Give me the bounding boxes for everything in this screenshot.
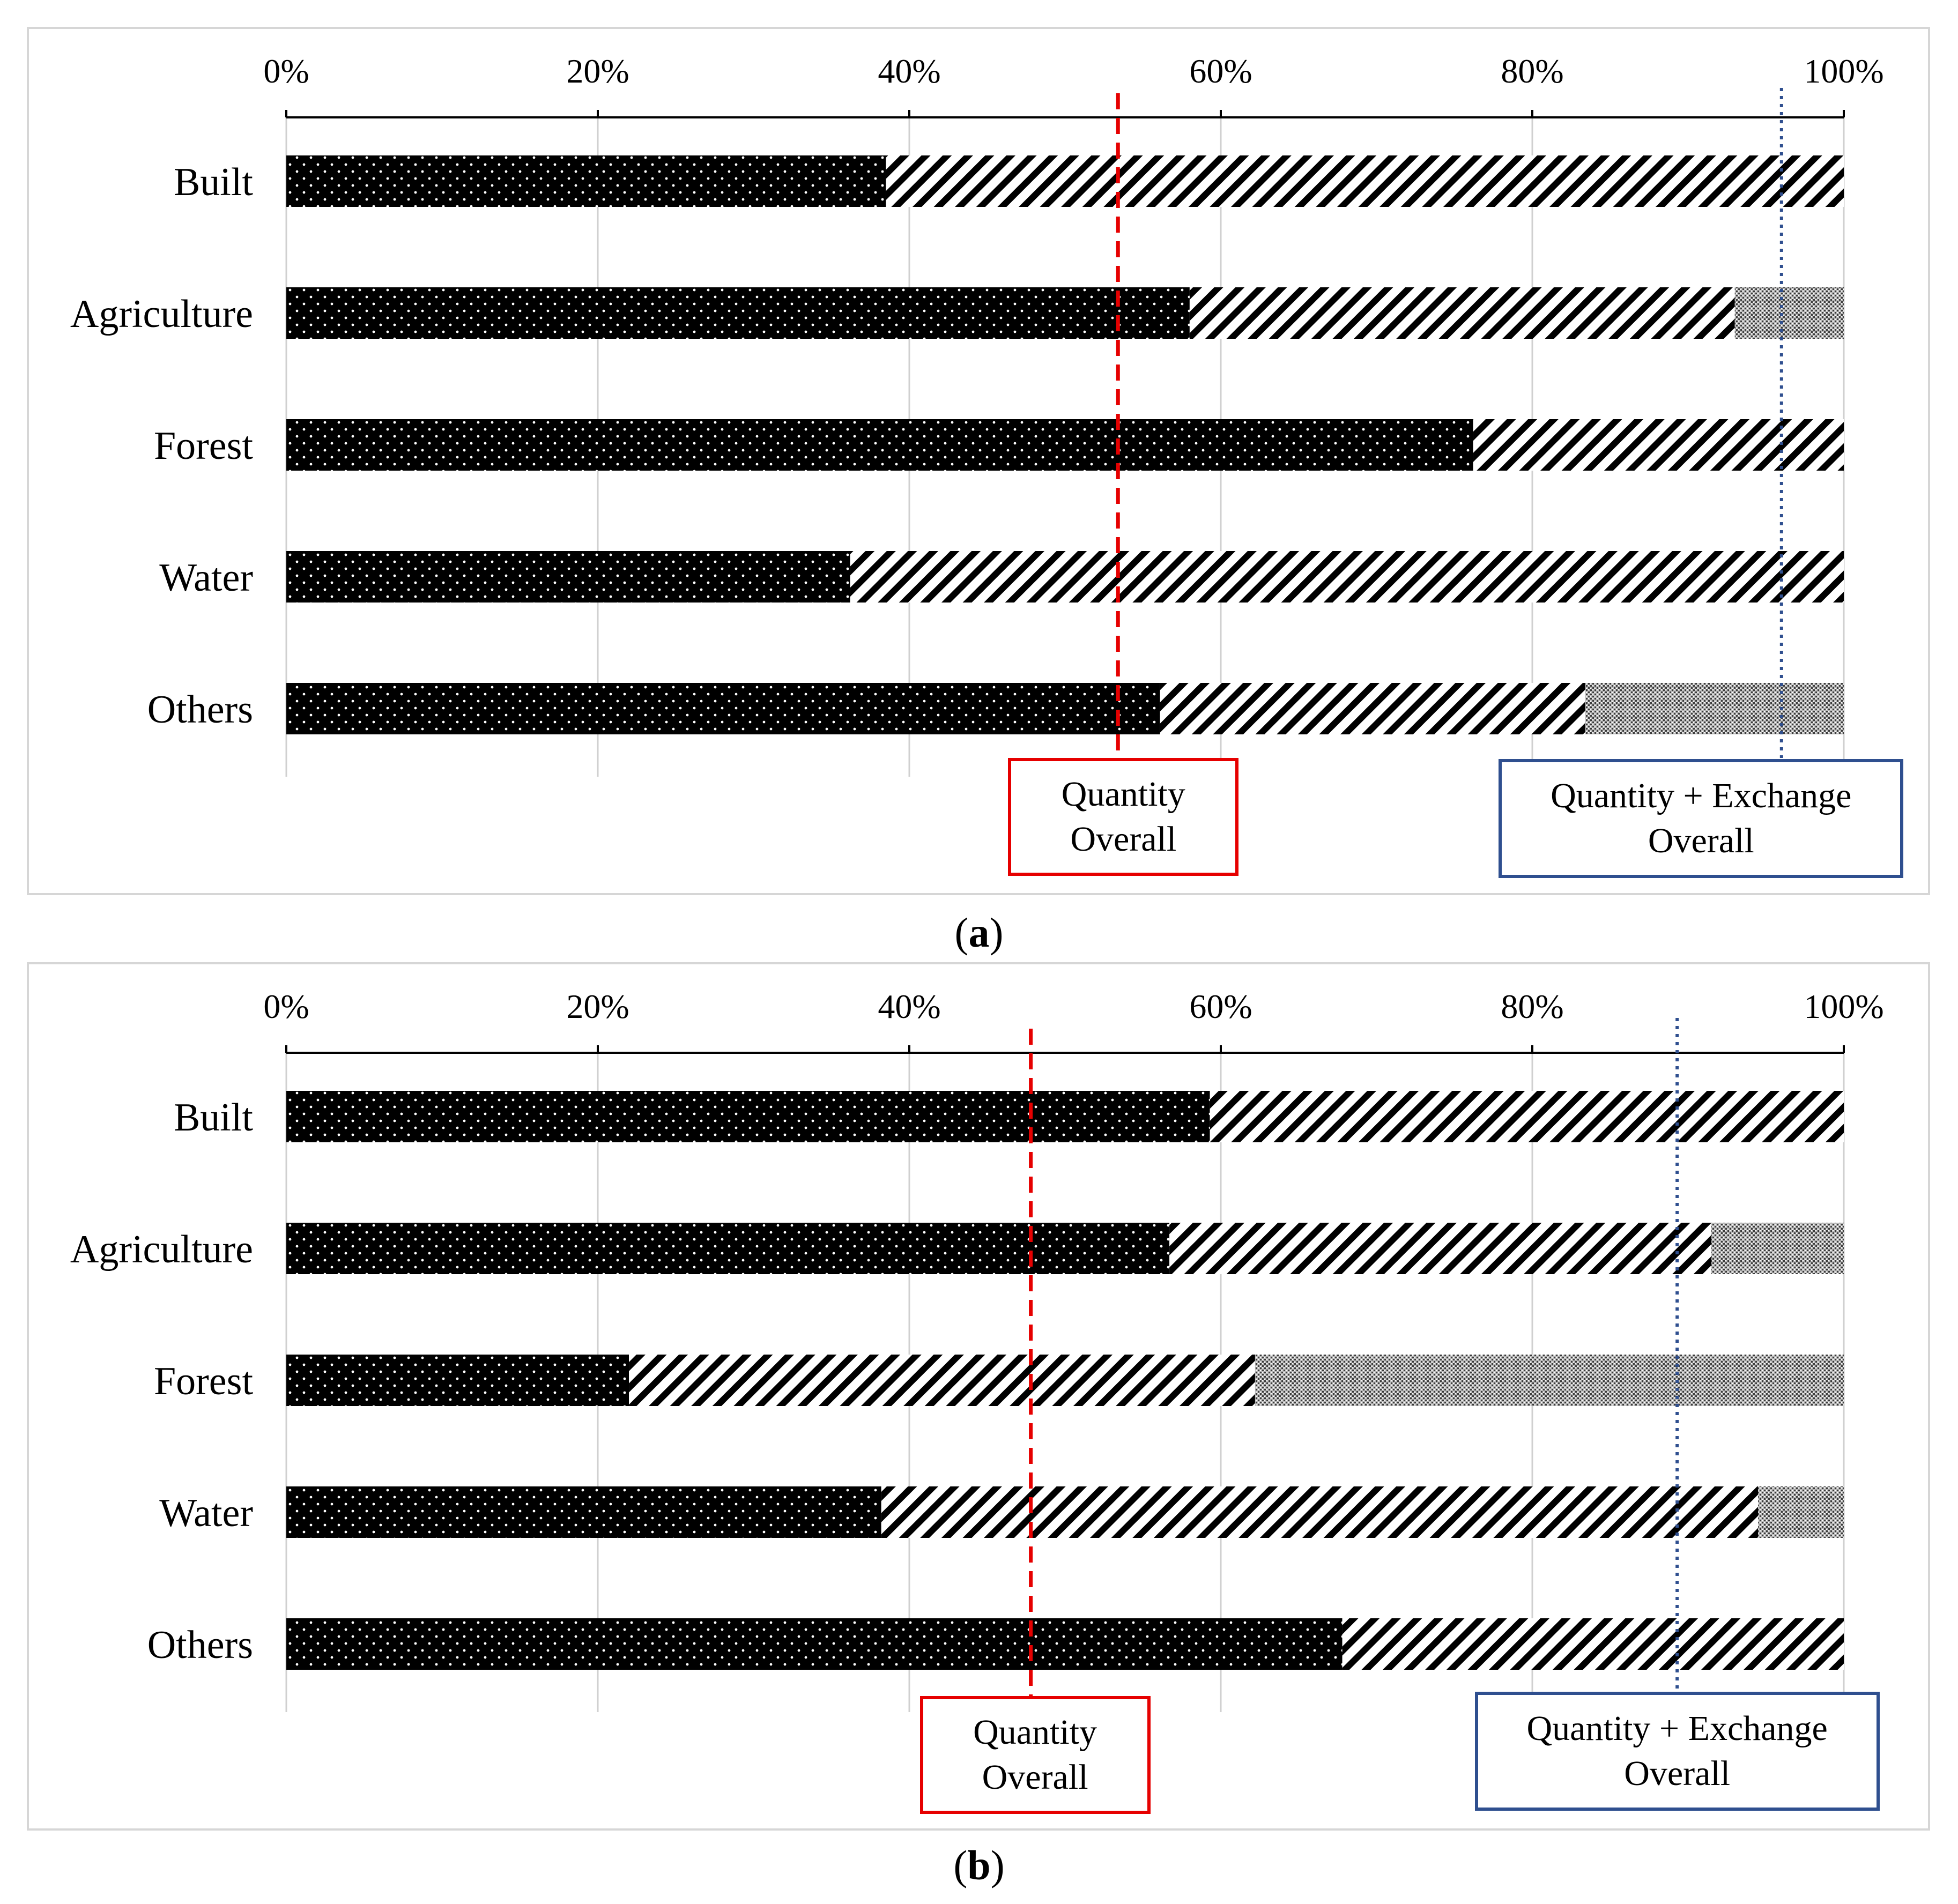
x-tick-label: 60% <box>1189 52 1252 90</box>
x-tick-label: 0% <box>263 52 309 90</box>
caption-a-letter: a <box>968 909 990 956</box>
x-tick-label: 80% <box>1501 987 1563 1025</box>
bar-segment <box>1342 1618 1844 1670</box>
chart-panel-b: 0% 20% 40% 60% 80% 100% Built Agriculture Forest… <box>27 962 1930 1831</box>
category-label: Forest <box>154 424 253 468</box>
x-tick-label: 40% <box>878 52 940 90</box>
reference-label-line2: Overall <box>1070 820 1177 859</box>
bar-segment <box>1255 1355 1844 1406</box>
category-label: Water <box>159 1491 253 1535</box>
quantity-exchange-overall-label-box: Quantity + Exchange Overall <box>1499 759 1904 878</box>
bar-segment <box>286 1223 1170 1274</box>
chart-a-svg: 0% 20% 40% 60% 80% 100% Built Agriculture Forest… <box>70 52 1884 777</box>
bar-segment <box>1585 683 1844 734</box>
bar-segment <box>286 1355 629 1406</box>
category-label: Water <box>159 556 253 600</box>
bar-segment <box>1758 1486 1844 1538</box>
category-label: Others <box>147 688 253 732</box>
quantity-overall-label-box: Quantity Overall <box>919 1696 1151 1814</box>
bar-segment <box>286 1486 881 1538</box>
reference-label-line2: Overall <box>1624 1754 1731 1793</box>
bar-segment <box>1734 287 1844 339</box>
caption-b-letter: b <box>967 1842 991 1888</box>
x-tick-label: 80% <box>1501 52 1563 90</box>
bar-segment <box>286 683 1160 734</box>
bar-segment <box>629 1355 1255 1406</box>
reference-label-line1: Quantity + Exchange <box>1551 776 1852 815</box>
bar-segment <box>286 155 886 207</box>
x-tick-label: 100% <box>1804 52 1883 90</box>
bar-segment <box>1473 419 1844 471</box>
quantity-overall-label-box: Quantity Overall <box>1008 758 1239 876</box>
category-label: Others <box>147 1623 253 1667</box>
bar-segment <box>1189 287 1735 339</box>
caption-b: (b) <box>953 1842 1005 1888</box>
bar-segment <box>286 1091 1210 1142</box>
reference-label-line1: Quantity + Exchange <box>1526 1709 1828 1748</box>
bar-segment <box>1169 1223 1712 1274</box>
bar-segment <box>1711 1223 1844 1274</box>
bar-segment <box>286 1618 1343 1670</box>
x-tick-label: 40% <box>878 987 940 1025</box>
bar-segment <box>286 551 850 603</box>
bar-segment <box>850 551 1844 603</box>
reference-label-line2: Overall <box>1648 821 1754 860</box>
x-tick-label: 0% <box>263 987 309 1025</box>
bar-segment <box>286 419 1473 471</box>
bar-segment <box>1160 683 1585 734</box>
category-label: Agriculture <box>70 292 253 336</box>
reference-label-line2: Overall <box>982 1758 1088 1797</box>
bar-segment <box>886 155 1844 207</box>
x-tick-label: 20% <box>566 987 629 1025</box>
quantity-exchange-overall-label-box: Quantity + Exchange Overall <box>1474 1692 1880 1811</box>
category-label: Built <box>174 160 253 204</box>
reference-label-line1: Quantity <box>973 1713 1097 1752</box>
category-label: Built <box>174 1096 253 1140</box>
category-label: Forest <box>154 1359 253 1403</box>
x-tick-label: 100% <box>1804 987 1883 1025</box>
bar-segment <box>286 287 1190 339</box>
x-tick-label: 20% <box>566 52 629 90</box>
x-tick-label: 60% <box>1189 987 1252 1025</box>
chart-b-svg: 0% 20% 40% 60% 80% 100% Built Agriculture Forest… <box>70 987 1884 1712</box>
caption-a: (a) <box>954 909 1004 956</box>
reference-label-line1: Quantity <box>1061 775 1185 814</box>
bar-segment <box>881 1486 1759 1538</box>
bar-segment <box>1210 1091 1844 1142</box>
category-label: Agriculture <box>70 1228 253 1271</box>
chart-panel-a: 0% 20% 40% 60% 80% 100% Built Agriculture Forest… <box>27 27 1930 895</box>
